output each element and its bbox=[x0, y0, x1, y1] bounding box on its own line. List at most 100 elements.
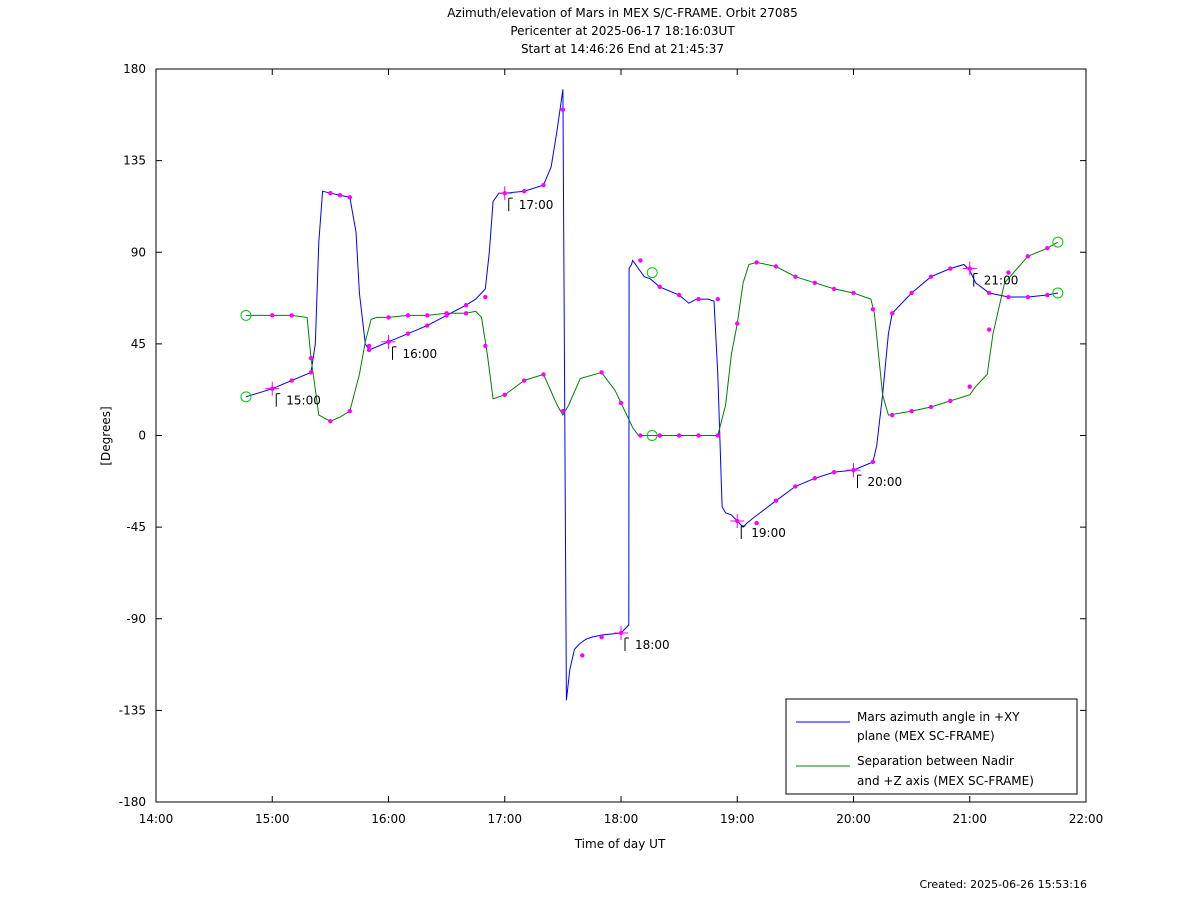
separation-marker bbox=[754, 260, 759, 265]
x-tick-label: 14:00 bbox=[139, 812, 174, 826]
x-tick-label: 22:00 bbox=[1069, 812, 1104, 826]
azimuth-marker bbox=[890, 311, 895, 316]
legend-box bbox=[785, 698, 1078, 795]
separation-marker bbox=[560, 408, 566, 414]
azimuth-marker bbox=[366, 347, 372, 353]
separation-marker bbox=[909, 408, 914, 414]
separation-marker bbox=[328, 419, 333, 424]
separation-marker bbox=[715, 433, 721, 438]
azimuth-marker bbox=[463, 302, 469, 308]
chart-title-line-1: Azimuth/elevation of Mars in MEX S/C-FRA… bbox=[447, 6, 798, 20]
azimuth-marker bbox=[308, 370, 314, 375]
legend-label-azimuth-2: plane (MEX SC-FRAME) bbox=[857, 729, 995, 743]
y-tick-label: 45 bbox=[131, 337, 146, 351]
azimuth-marker bbox=[638, 258, 643, 263]
azimuth-marker bbox=[580, 653, 585, 658]
azimuth-marker bbox=[289, 378, 294, 383]
x-tick-label: 21:00 bbox=[952, 812, 987, 826]
separation-marker bbox=[793, 274, 798, 279]
start-end-circle bbox=[646, 267, 658, 279]
hour-label: 15:00 bbox=[286, 394, 321, 408]
separation-marker bbox=[890, 412, 895, 418]
y-tick-label: 135 bbox=[123, 154, 146, 168]
hour-label: 20:00 bbox=[868, 475, 903, 489]
y-tick-label: 0 bbox=[138, 429, 146, 443]
separation-marker bbox=[735, 321, 740, 326]
hour-label: 18:00 bbox=[635, 638, 670, 652]
azimuth-marker bbox=[909, 290, 914, 296]
separation-marker bbox=[676, 433, 682, 438]
azimuth-series-line bbox=[245, 89, 1058, 701]
legend-label-separation-2: and +Z axis (MEX SC-FRAME) bbox=[857, 774, 1034, 788]
azimuth-marker bbox=[1045, 292, 1050, 298]
azimuth-marker bbox=[483, 294, 488, 300]
y-tick-label: -90 bbox=[126, 612, 146, 626]
separation-marker bbox=[599, 370, 604, 375]
azimuth-marker bbox=[754, 520, 759, 526]
separation-marker bbox=[483, 343, 488, 349]
azimuth-marker bbox=[328, 191, 333, 196]
chart-title-line-3: Start at 14:46:26 End at 21:45:37 bbox=[520, 42, 725, 56]
separation-marker bbox=[986, 327, 992, 332]
legend-label-azimuth-1: Mars azimuth angle in +XY bbox=[857, 710, 1020, 724]
legend: Mars azimuth angle in +XY plane (MEX SC-… bbox=[785, 698, 1078, 795]
x-tick-label: 15:00 bbox=[255, 812, 290, 826]
separation-marker bbox=[463, 311, 469, 316]
azimuth-marker bbox=[657, 284, 662, 290]
chart-title-line-2: Pericenter at 2025-06-17 18:16:03UT bbox=[510, 24, 735, 38]
start-end-circle bbox=[240, 309, 252, 321]
start-end-circle bbox=[646, 430, 658, 441]
created-timestamp: Created: 2025-06-26 15:53:16 bbox=[919, 878, 1087, 891]
separation-marker bbox=[1006, 270, 1011, 275]
x-tick-label: 17:00 bbox=[487, 812, 522, 826]
azimuth-marker bbox=[870, 459, 876, 465]
azimuth-marker bbox=[599, 634, 604, 640]
separation-marker bbox=[870, 307, 876, 312]
legend-label-separation-1: Separation between Nadir bbox=[857, 754, 1014, 768]
separation-marker bbox=[405, 313, 411, 318]
separation-marker bbox=[541, 372, 546, 377]
azimuth-marker bbox=[405, 331, 411, 336]
separation-marker bbox=[270, 313, 275, 318]
separation-marker bbox=[386, 315, 391, 320]
y-tick-label: 90 bbox=[131, 245, 146, 259]
separation-marker bbox=[773, 264, 779, 269]
azimuth-marker bbox=[715, 296, 721, 302]
azimuth-marker bbox=[773, 498, 779, 503]
y-tick-label: -45 bbox=[126, 520, 146, 534]
start-end-circle bbox=[240, 391, 252, 403]
hour-label: 16:00 bbox=[403, 347, 438, 361]
separation-marker bbox=[851, 290, 856, 296]
azimuth-marker bbox=[986, 290, 992, 296]
separation-marker bbox=[502, 392, 507, 397]
hour-label: 17:00 bbox=[519, 198, 554, 212]
separation-marker bbox=[1025, 254, 1031, 259]
separation-marker bbox=[831, 286, 837, 292]
y-tick-label: -135 bbox=[119, 703, 146, 717]
hour-label: 21:00 bbox=[984, 274, 1019, 288]
azimuth-marker bbox=[831, 469, 837, 475]
azimuth-marker bbox=[948, 266, 953, 271]
azimuth-marker bbox=[347, 195, 352, 200]
x-tick-label: 19:00 bbox=[720, 812, 755, 826]
separation-series-line bbox=[246, 241, 1059, 436]
azimuth-marker bbox=[696, 296, 701, 302]
x-axis-label: Time of day UT bbox=[574, 837, 666, 851]
hour-label: 19:00 bbox=[751, 526, 786, 540]
x-tick-label: 18:00 bbox=[604, 812, 639, 826]
separation-marker bbox=[347, 408, 352, 414]
plot-frame bbox=[155, 68, 1087, 803]
y-tick-label: -180 bbox=[119, 795, 146, 809]
separation-marker bbox=[948, 398, 953, 404]
separation-marker bbox=[444, 311, 449, 316]
azimuth-marker bbox=[1006, 294, 1011, 300]
azimuth-marker bbox=[337, 193, 343, 198]
y-tick-label: 180 bbox=[123, 62, 146, 76]
separation-marker bbox=[618, 400, 624, 406]
x-tick-label: 20:00 bbox=[836, 812, 871, 826]
separation-marker bbox=[1045, 245, 1050, 251]
azimuth-marker bbox=[425, 323, 430, 328]
azimuth-marker bbox=[812, 476, 817, 481]
azimuth-marker bbox=[793, 484, 798, 489]
